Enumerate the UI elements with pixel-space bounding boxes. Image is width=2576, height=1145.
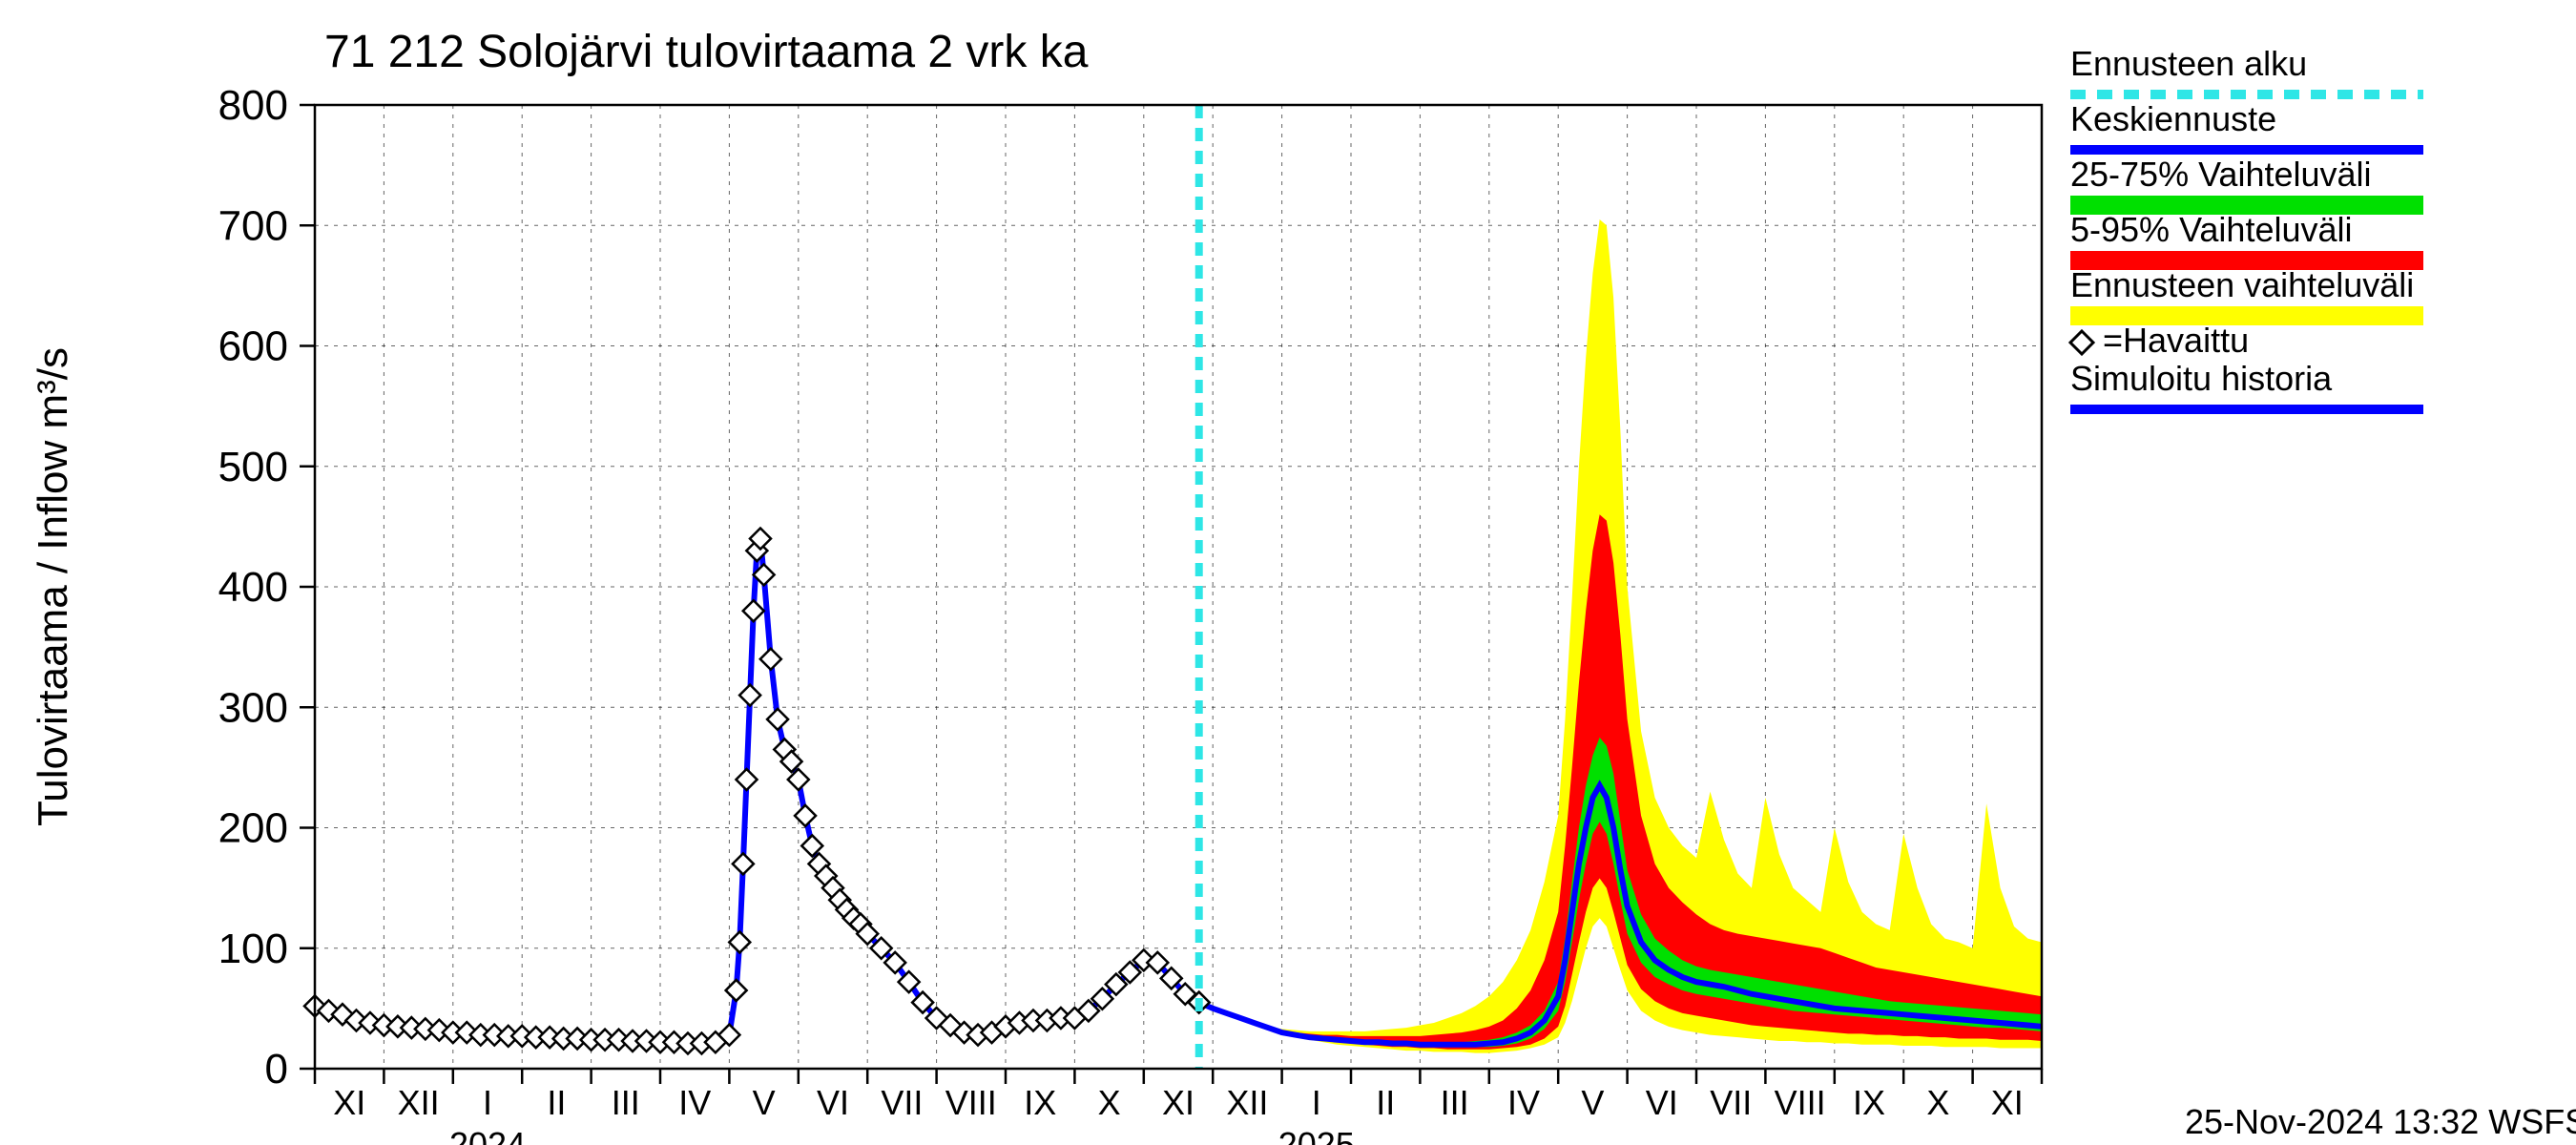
ytick-label: 100 [218,926,288,972]
chart-title: 71 212 Solojärvi tulovirtaama 2 vrk ka [324,27,1089,77]
ytick-label: 300 [218,684,288,731]
month-label: II [1376,1083,1395,1122]
month-label: IX [1024,1083,1056,1122]
svg-text:Simuloitu historia: Simuloitu historia [2070,359,2333,398]
year-label: 2025 [1278,1125,1355,1145]
svg-text:5-95% Vaihteluväli: 5-95% Vaihteluväli [2070,210,2353,249]
month-label: XII [1226,1083,1268,1122]
month-label: I [1312,1083,1321,1122]
month-label: VIII [1775,1083,1826,1122]
svg-text:Keskiennuste: Keskiennuste [2070,99,2276,138]
inflow-forecast-chart: 0100200300400500600700800XIXIIIIIIIIIVVV… [0,0,2576,1145]
ytick-label: 200 [218,805,288,852]
ytick-label: 600 [218,323,288,370]
month-label: XI [1162,1083,1195,1122]
ytick-label: 700 [218,202,288,249]
month-label: IV [678,1083,711,1122]
month-label: VII [1710,1083,1752,1122]
legend-item-full: Ennusteen vaihteluväli [2070,265,2423,325]
svg-text:Ennusteen alku: Ennusteen alku [2070,44,2307,83]
ytick-label: 800 [218,82,288,129]
month-label: VII [881,1083,923,1122]
month-label: V [1581,1083,1604,1122]
month-label: VIII [945,1083,997,1122]
month-label: V [753,1083,776,1122]
month-label: III [612,1083,640,1122]
month-label: X [1098,1083,1121,1122]
svg-text:25-75% Vaihteluväli: 25-75% Vaihteluväli [2070,155,2372,194]
svg-text:=Havaittu: =Havaittu [2103,321,2249,360]
month-label: XII [398,1083,440,1122]
month-label: XI [333,1083,365,1122]
month-label: III [1441,1083,1469,1122]
month-label: X [1926,1083,1949,1122]
month-label: XI [1991,1083,2024,1122]
month-label: IV [1507,1083,1540,1122]
ytick-label: 0 [265,1046,288,1093]
ytick-label: 400 [218,564,288,611]
footer-timestamp: 25-Nov-2024 13:32 WSFS-O [2185,1102,2576,1141]
month-label: I [483,1083,492,1122]
month-label: VI [1646,1083,1678,1122]
month-label: VI [817,1083,849,1122]
y-axis-label: Tulovirtaama / Inflow m³/s [30,347,76,826]
svg-text:Ennusteen vaihteluväli: Ennusteen vaihteluväli [2070,265,2414,304]
legend-item-p50: 25-75% Vaihteluväli [2070,155,2423,215]
year-label: 2024 [449,1125,526,1145]
month-label: IX [1853,1083,1885,1122]
ytick-label: 500 [218,444,288,490]
month-label: II [547,1083,566,1122]
